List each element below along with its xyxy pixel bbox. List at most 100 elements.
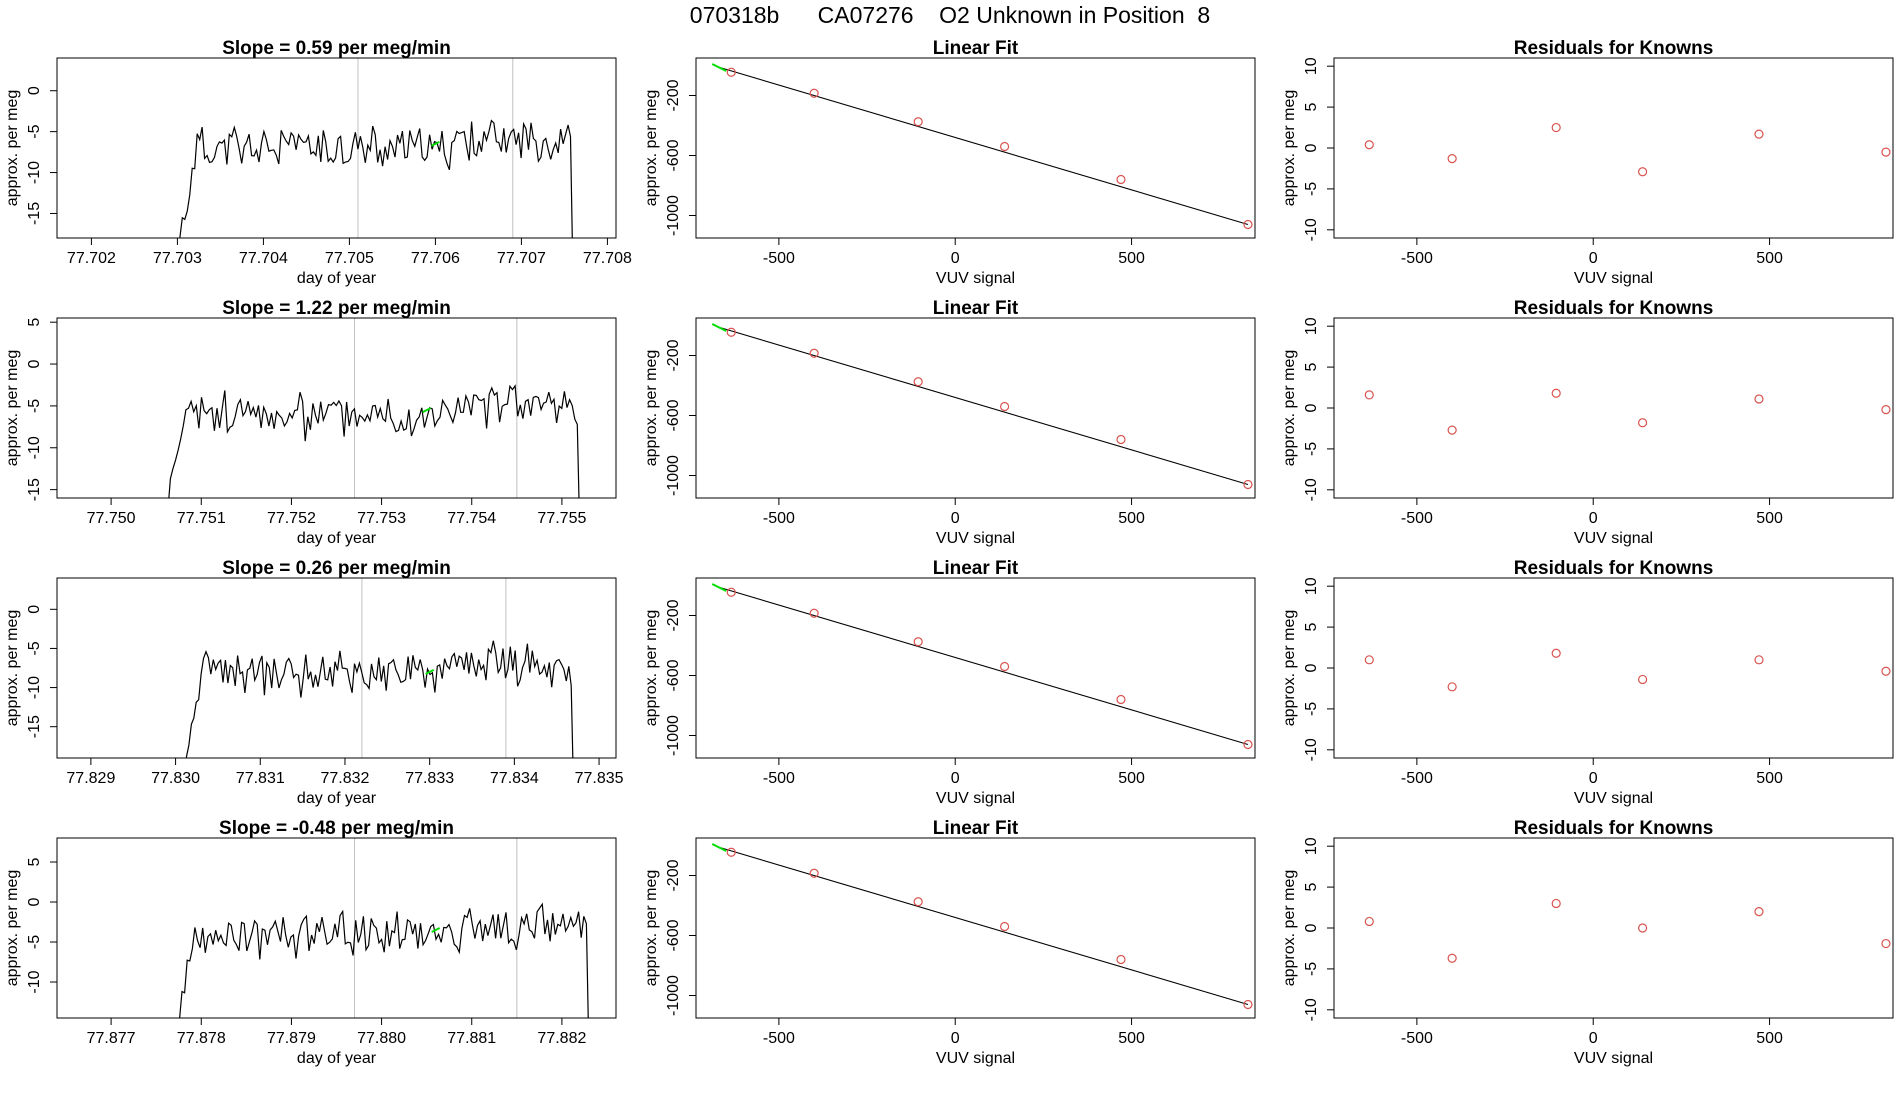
x-tick-label: 77.752 xyxy=(267,510,316,527)
x-axis-label: VUV signal xyxy=(1574,530,1653,547)
x-tick-label: 77.754 xyxy=(447,510,496,527)
highlight-mark xyxy=(425,669,435,675)
chart-panel: Slope = 1.22 per meg/min 77.750 77.751 77.7… xyxy=(4,298,617,547)
x-tick-label: 77.833 xyxy=(405,770,454,787)
y-tick-label: -600 xyxy=(665,659,682,691)
y-axis-label: approx. per meg xyxy=(1281,90,1298,207)
plot-area xyxy=(1364,122,1891,177)
x-tick-label: -500 xyxy=(763,250,795,267)
x-tick-label: -500 xyxy=(1401,1030,1433,1047)
y-tick-label: 5 xyxy=(1303,363,1320,372)
y-tick-label: -1000 xyxy=(665,715,682,756)
x-axis-label: day of year xyxy=(297,530,377,547)
y-tick-label: -10 xyxy=(1303,218,1320,241)
y-tick-label: -1000 xyxy=(665,455,682,496)
x-tick-label: 77.829 xyxy=(66,770,115,787)
x-tick-label: 77.707 xyxy=(497,250,546,267)
y-tick-label: -5 xyxy=(26,399,43,413)
plot-area xyxy=(1364,648,1891,692)
chart-panel: Linear Fit -500 0 500 -200 -600 -1000 VUV signa… xyxy=(643,558,1256,807)
data-point xyxy=(913,897,923,907)
x-tick-label: 77.830 xyxy=(151,770,200,787)
fit-line xyxy=(720,847,1249,1006)
x-axis-label: VUV signal xyxy=(936,270,1015,287)
x-tick-label: 77.881 xyxy=(447,1030,496,1047)
y-tick-label: -10 xyxy=(1303,998,1320,1021)
chart-panel: Residuals for Knowns -500 0 500 10 5 0 -5 -10 VUV… xyxy=(1281,558,1894,807)
data-point xyxy=(1364,390,1374,400)
x-tick-label: 77.880 xyxy=(357,1030,406,1047)
data-point xyxy=(1447,953,1457,963)
data-point xyxy=(1881,938,1891,949)
x-tick-label: -500 xyxy=(763,770,795,787)
x-tick-label: 500 xyxy=(1756,250,1783,267)
x-axis-label: day of year xyxy=(297,270,377,287)
data-point xyxy=(1243,739,1253,750)
x-axis-label: VUV signal xyxy=(936,530,1015,547)
plot-frame xyxy=(1333,317,1894,499)
highlight-mark xyxy=(711,323,727,332)
chart-title: Residuals for Knowns xyxy=(1514,38,1714,59)
data-point xyxy=(1637,674,1648,685)
x-tick-label: -500 xyxy=(1401,250,1433,267)
y-axis-label: approx. per meg xyxy=(1281,610,1298,727)
highlight-mark xyxy=(430,141,440,147)
chart-title: Residuals for Knowns xyxy=(1514,558,1714,579)
y-tick-label: -1000 xyxy=(665,195,682,236)
x-tick-label: 77.750 xyxy=(87,510,136,527)
y-tick-label: -5 xyxy=(26,641,43,655)
x-axis-label: VUV signal xyxy=(936,1050,1015,1067)
plot-frame xyxy=(695,577,1256,759)
x-tick-label: 77.832 xyxy=(321,770,370,787)
y-tick-label: -5 xyxy=(26,124,43,138)
page-title: 070318b CA07276 O2 Unknown in Position 8 xyxy=(689,2,1211,28)
y-axis-label: approx. per meg xyxy=(4,90,21,207)
plot-frame xyxy=(1333,57,1894,239)
plot-area xyxy=(711,323,1253,490)
y-axis-label: approx. per meg xyxy=(643,350,660,467)
y-tick-label: -10 xyxy=(26,970,43,993)
x-tick-label: 0 xyxy=(1589,250,1598,267)
x-tick-label: 77.879 xyxy=(267,1030,316,1047)
plot-area xyxy=(1364,898,1891,963)
plot-frame xyxy=(56,317,617,499)
x-tick-label: 77.708 xyxy=(583,250,632,267)
data-point xyxy=(999,661,1010,672)
x-axis-label: VUV signal xyxy=(1574,790,1653,807)
plot-area xyxy=(711,843,1253,1010)
x-tick-label: 77.755 xyxy=(537,510,586,527)
x-tick-label: 77.705 xyxy=(325,250,374,267)
fit-line xyxy=(720,67,1249,226)
y-axis-label: approx. per meg xyxy=(4,870,21,987)
y-tick-label: 0 xyxy=(1303,663,1320,672)
y-tick-label: -600 xyxy=(665,399,682,431)
x-tick-label: 500 xyxy=(1118,510,1145,527)
x-tick-label: -500 xyxy=(763,510,795,527)
plot-frame xyxy=(1333,577,1894,759)
data-point xyxy=(913,377,923,387)
data-point xyxy=(726,327,736,337)
plot-area xyxy=(179,838,589,1018)
x-tick-label: -500 xyxy=(1401,510,1433,527)
y-axis-label: approx. per meg xyxy=(4,350,21,467)
chart-title: Slope = 0.26 per meg/min xyxy=(222,558,451,579)
chart-title: Residuals for Knowns xyxy=(1514,818,1714,839)
data-point xyxy=(809,348,819,358)
highlight-mark xyxy=(711,63,727,72)
y-tick-label: -10 xyxy=(26,676,43,699)
plot-frame xyxy=(56,577,617,759)
x-axis-label: VUV signal xyxy=(1574,270,1653,287)
chart-panel: Residuals for Knowns -500 0 500 10 5 0 -5 -10 VUV… xyxy=(1281,38,1894,287)
plot-frame xyxy=(695,57,1256,239)
y-axis-label: approx. per meg xyxy=(1281,870,1298,987)
x-tick-label: 77.878 xyxy=(177,1030,226,1047)
x-tick-label: 500 xyxy=(1118,770,1145,787)
y-tick-label: -15 xyxy=(26,715,43,738)
fit-line xyxy=(720,327,1249,486)
y-axis-label: approx. per meg xyxy=(4,610,21,727)
highlight-mark xyxy=(431,927,441,933)
chart-panel: Residuals for Knowns -500 0 500 10 5 0 -5 -10 VUV… xyxy=(1281,818,1894,1067)
plot-frame xyxy=(695,317,1256,499)
x-tick-label: 500 xyxy=(1118,250,1145,267)
